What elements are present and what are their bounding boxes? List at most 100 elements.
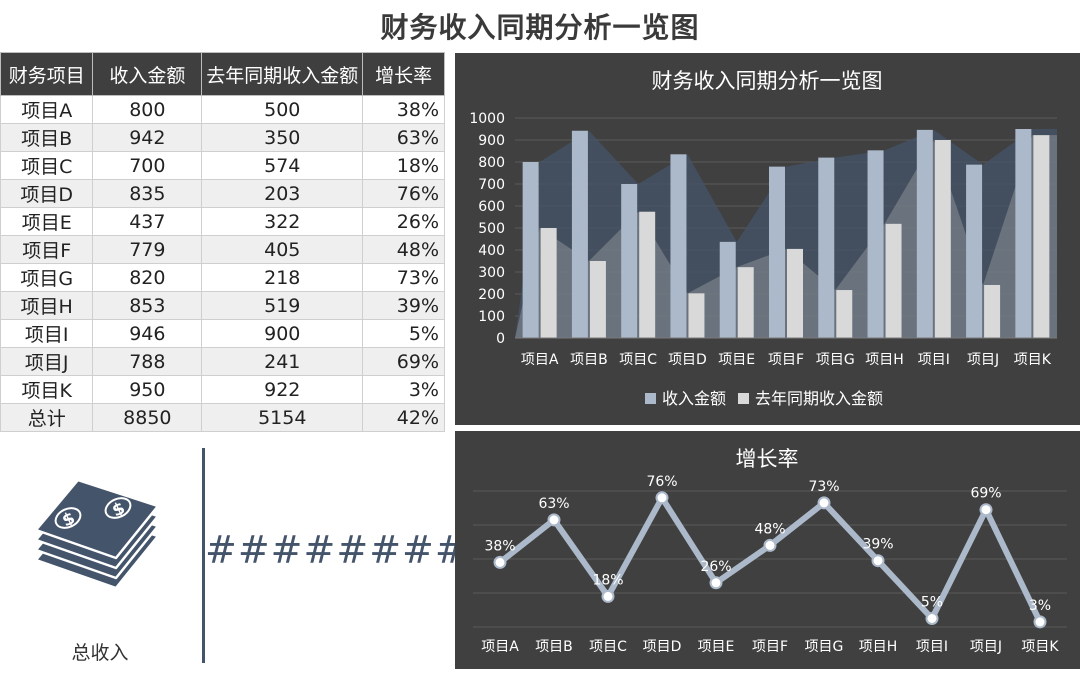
table-row: 项目C 700 574 18%: [0, 151, 445, 180]
growth-data-label: 39%: [862, 537, 893, 553]
x-tick-label: 项目F: [768, 352, 804, 368]
cell-income: 788: [92, 347, 203, 376]
bar-income: [522, 162, 539, 338]
x-tick-label: 项目E: [718, 352, 755, 368]
cell-prev-income: 922: [201, 375, 364, 404]
table-row: 项目F 779 405 48%: [0, 235, 445, 264]
cell-income: 437: [92, 207, 203, 236]
growth-line-chart: 增长率 38% 项目A 63% 项目B 18% 项目C 76% 项目D 26% 项目E 48% 项目F 7…: [473, 447, 1067, 655]
page-title: 财务收入同期分析一览图: [380, 11, 700, 44]
table-header-row: 财务项目 收入金额 去年同期收入金额 增长率: [0, 52, 445, 96]
growth-point: [493, 555, 507, 569]
bar-income: [966, 164, 983, 338]
x-tick-label: 项目J: [967, 352, 999, 368]
growth-data-label: 5%: [921, 595, 943, 611]
cell-item: 项目D: [0, 179, 94, 208]
x-tick-label: 项目D: [668, 352, 707, 368]
bar-income: [571, 130, 588, 338]
cell-growth: 18%: [362, 151, 445, 180]
cell-income-total: 8850: [92, 403, 203, 432]
total-income-value: #########: [205, 528, 501, 572]
legend-label-income: 收入金额: [662, 389, 726, 408]
cell-income: 700: [92, 151, 203, 180]
x-tick-label: 项目G: [816, 352, 855, 368]
x-tick-label: 项目K: [1014, 352, 1052, 368]
table-row: 项目A 800 500 38%: [0, 95, 445, 124]
x-tick-label: 项目G: [805, 639, 844, 655]
bar-income: [621, 184, 638, 338]
cell-prev-income: 574: [201, 151, 364, 180]
bar-chart-panel: 财务收入同期分析一览图 0 100 200 300 400 500 600 700 800 900 1…: [455, 53, 1080, 425]
line-chart-title: 增长率: [736, 447, 799, 471]
cell-growth: 3%: [362, 375, 445, 404]
cell-growth: 48%: [362, 235, 445, 264]
cell-item: 项目H: [0, 291, 94, 320]
cell-income: 820: [92, 263, 203, 292]
cell-prev-income-total: 5154: [201, 403, 364, 432]
y-tick-label: 600: [478, 199, 505, 215]
x-tick-label: 项目H: [859, 639, 898, 655]
y-tick-label: 700: [478, 177, 505, 193]
cell-prev-income: 350: [201, 123, 364, 152]
growth-data-label: 76%: [646, 474, 677, 490]
total-income-label: 总收入: [71, 642, 129, 664]
cell-prev-income: 218: [201, 263, 364, 292]
money-stack-icon: $ $: [34, 478, 160, 590]
cell-income: 835: [92, 179, 203, 208]
bar-prev-income: [934, 140, 951, 338]
bar-prev-income: [688, 293, 705, 338]
table-row: 项目B 942 350 63%: [0, 123, 445, 152]
growth-data-label: 63%: [538, 496, 569, 512]
growth-point: [979, 503, 993, 517]
x-tick-label: 项目I: [916, 639, 948, 655]
bar-prev-income: [589, 261, 606, 338]
cell-income: 942: [92, 123, 203, 152]
growth-data-label: 38%: [484, 538, 515, 554]
bar-income: [769, 166, 785, 338]
legend-swatch-income: [645, 393, 656, 404]
cell-prev-income: 500: [201, 95, 364, 124]
table-row: 项目K 950 922 3%: [0, 375, 445, 404]
cell-prev-income: 519: [201, 291, 364, 320]
cell-growth: 63%: [362, 123, 445, 152]
table-total-row: 总计 8850 5154 42%: [0, 403, 445, 432]
growth-data-label: 18%: [592, 572, 623, 588]
header-prev-income: 去年同期收入金额: [201, 52, 364, 96]
cell-item: 项目B: [0, 123, 94, 152]
table-row: 项目J 788 241 69%: [0, 347, 445, 376]
cell-income: 946: [92, 319, 203, 348]
cell-growth-total: 42%: [362, 403, 445, 432]
growth-point: [763, 538, 777, 552]
growth-data-label: 69%: [970, 486, 1001, 502]
y-tick-label: 300: [478, 265, 505, 281]
growth-line: [498, 494, 1043, 624]
cell-growth: 73%: [362, 263, 445, 292]
header-growth: 增长率: [362, 52, 445, 96]
cell-item: 项目A: [0, 95, 94, 124]
bar-chart-title: 财务收入同期分析一览图: [652, 69, 883, 93]
growth-point: [655, 491, 669, 505]
x-tick-label: 项目K: [1021, 639, 1059, 655]
line-chart-panel: 增长率 38% 项目A 63% 项目B 18% 项目C 76% 项目D 26% 项目E 48% 项目F 7…: [455, 431, 1080, 669]
cell-growth: 39%: [362, 291, 445, 320]
x-tick-label: 项目B: [570, 352, 608, 368]
bar-income: [867, 150, 884, 338]
x-tick-label: 项目J: [970, 639, 1002, 655]
bar-prev-income: [787, 248, 803, 338]
cell-item-total: 总计: [0, 403, 94, 432]
bar-prev-income: [984, 284, 1001, 338]
cell-item: 项目I: [0, 319, 94, 348]
header-income: 收入金额: [92, 52, 203, 96]
table-row: 项目E 437 322 26%: [0, 207, 445, 236]
table-body: 项目A 800 500 38% 项目B 942 350 63% 项目C 700 574 18% 项目D 8…: [0, 95, 445, 432]
growth-point: [925, 612, 939, 625]
cell-growth: 69%: [362, 347, 445, 376]
cell-income: 853: [92, 291, 203, 320]
growth-point: [547, 513, 561, 527]
x-tick-label: 项目C: [589, 639, 627, 655]
data-table: 财务项目 收入金额 去年同期收入金额 增长率 项目A 800 500 38% 项目B 94…: [0, 52, 445, 432]
cell-prev-income: 405: [201, 235, 364, 264]
y-tick-label: 800: [478, 155, 505, 171]
table-row: 项目I 946 900 5%: [0, 319, 445, 348]
legend-swatch-prev-income: [738, 393, 749, 404]
